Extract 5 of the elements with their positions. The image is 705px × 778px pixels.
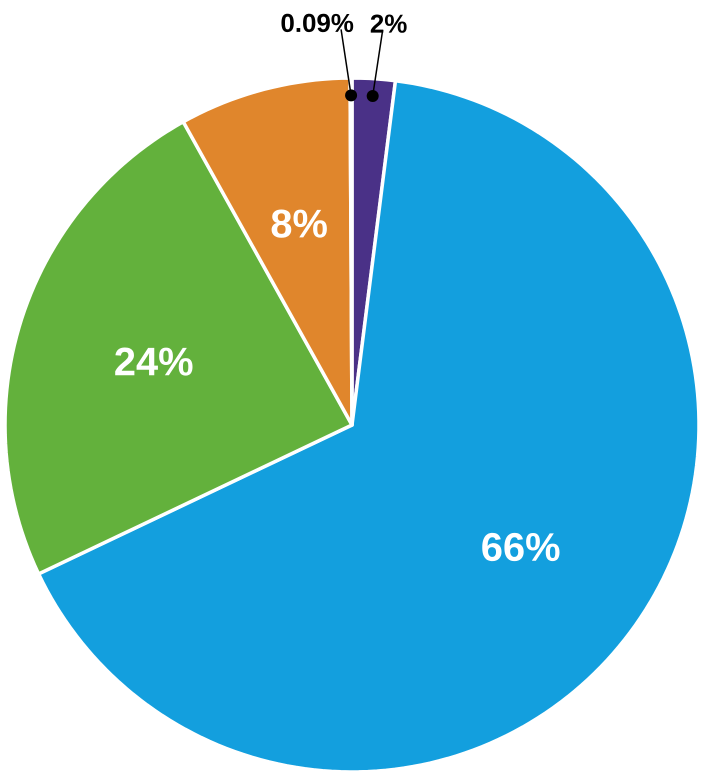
data-label: 24% — [115, 347, 193, 376]
data-label: 8% — [272, 210, 327, 238]
data-label: 66% — [482, 532, 560, 562]
data-label: 2% — [370, 14, 407, 33]
data-label: 0.09% — [281, 14, 354, 32]
